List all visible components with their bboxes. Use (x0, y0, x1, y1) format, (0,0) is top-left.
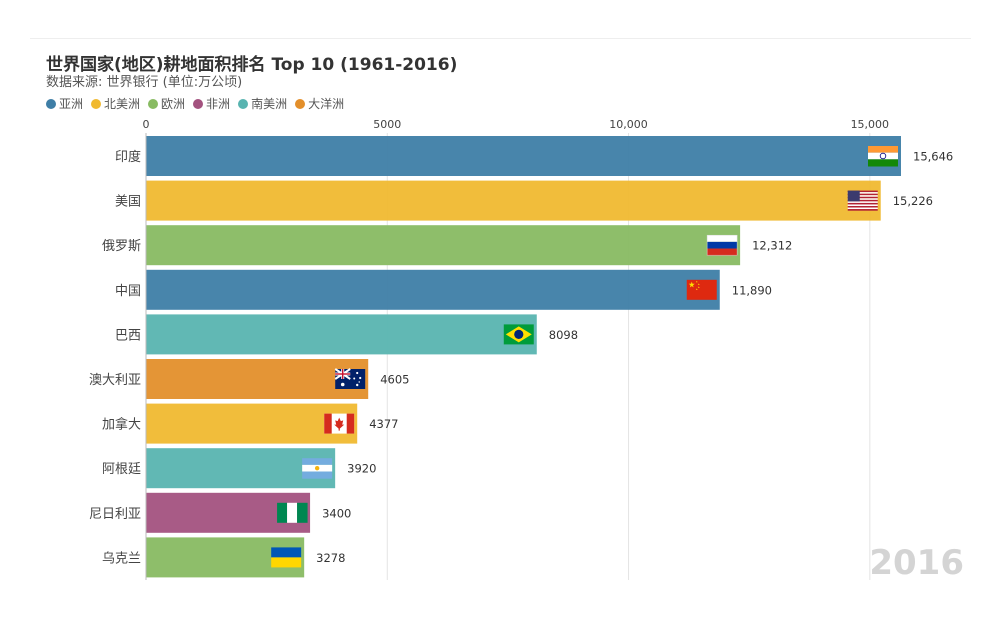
legend-dot-icon (193, 98, 204, 109)
chart-title: 世界国家(地区)耕地面积排名 Top 10 (1961-2016) (46, 55, 458, 75)
value-label: 15,226 (893, 194, 933, 208)
value-label: 3278 (316, 551, 345, 565)
bar (146, 136, 901, 176)
legend-label: 北美洲 (104, 97, 141, 111)
ukraine-flag-icon (271, 547, 302, 568)
country-label: 澳大利亚 (89, 372, 141, 388)
country-label: 巴西 (115, 328, 141, 343)
legend-label: 南美洲 (251, 97, 288, 111)
bar (146, 403, 358, 444)
legend-dot-icon (295, 98, 306, 109)
legend-dot-icon (148, 98, 159, 109)
country-label: 乌克兰 (102, 550, 141, 566)
india-flag-icon (868, 146, 898, 167)
x-tick-label: 5000 (373, 118, 401, 131)
bar (146, 269, 720, 310)
value-label: 11,890 (732, 283, 772, 297)
top-divider (30, 38, 971, 39)
legend-item[interactable]: 亚洲 (46, 95, 83, 112)
legend-label: 非洲 (206, 97, 231, 111)
legend-item[interactable]: 南美洲 (238, 95, 287, 112)
country-label: 俄罗斯 (102, 239, 141, 254)
bar (146, 314, 537, 355)
legend-label: 大洋洲 (308, 97, 345, 111)
australia-flag-icon (334, 368, 366, 389)
legend-label: 欧洲 (161, 97, 186, 111)
value-label: 8098 (549, 328, 578, 342)
usa-flag-icon (847, 190, 878, 211)
bar (146, 180, 881, 221)
legend: 亚洲 北美洲 欧洲 非洲 南美洲 大洋洲 (46, 95, 344, 112)
legend-item[interactable]: 北美洲 (91, 95, 140, 112)
russia-flag-icon (706, 234, 738, 256)
x-tick-label: 15,000 (851, 118, 890, 131)
argentina-flag-icon (302, 458, 333, 479)
value-label: 15,646 (913, 150, 953, 164)
canada-flag-icon (324, 413, 355, 434)
brazil-flag-icon (503, 324, 534, 345)
value-label: 3400 (322, 506, 351, 520)
country-label: 美国 (115, 195, 141, 210)
chart-subtitle: 数据来源: 世界银行 (单位:万公顷) (46, 75, 243, 90)
country-label: 印度 (115, 149, 141, 165)
country-label: 加拿大 (102, 417, 141, 433)
bar (146, 359, 369, 399)
value-label: 4377 (369, 417, 398, 431)
china-flag-icon (686, 279, 717, 300)
nigeria-flag-icon (277, 502, 308, 523)
legend-dot-icon (238, 98, 249, 109)
legend-label: 亚洲 (59, 97, 84, 111)
bar (146, 225, 741, 266)
x-tick-label: 0 (143, 118, 150, 131)
legend-item[interactable]: 大洋洲 (295, 95, 344, 112)
legend-dot-icon (91, 98, 102, 109)
country-label: 中国 (115, 284, 141, 299)
value-label: 3920 (347, 462, 376, 476)
legend-item[interactable]: 非洲 (193, 95, 230, 112)
country-label: 阿根廷 (102, 462, 141, 477)
value-label: 12,312 (752, 239, 792, 253)
legend-item[interactable]: 欧洲 (148, 95, 185, 112)
year-label: 2016 (869, 543, 964, 583)
value-label: 4605 (380, 373, 409, 387)
country-label: 尼日利亚 (89, 507, 141, 522)
x-tick-label: 10,000 (609, 118, 648, 131)
legend-dot-icon (46, 98, 56, 109)
